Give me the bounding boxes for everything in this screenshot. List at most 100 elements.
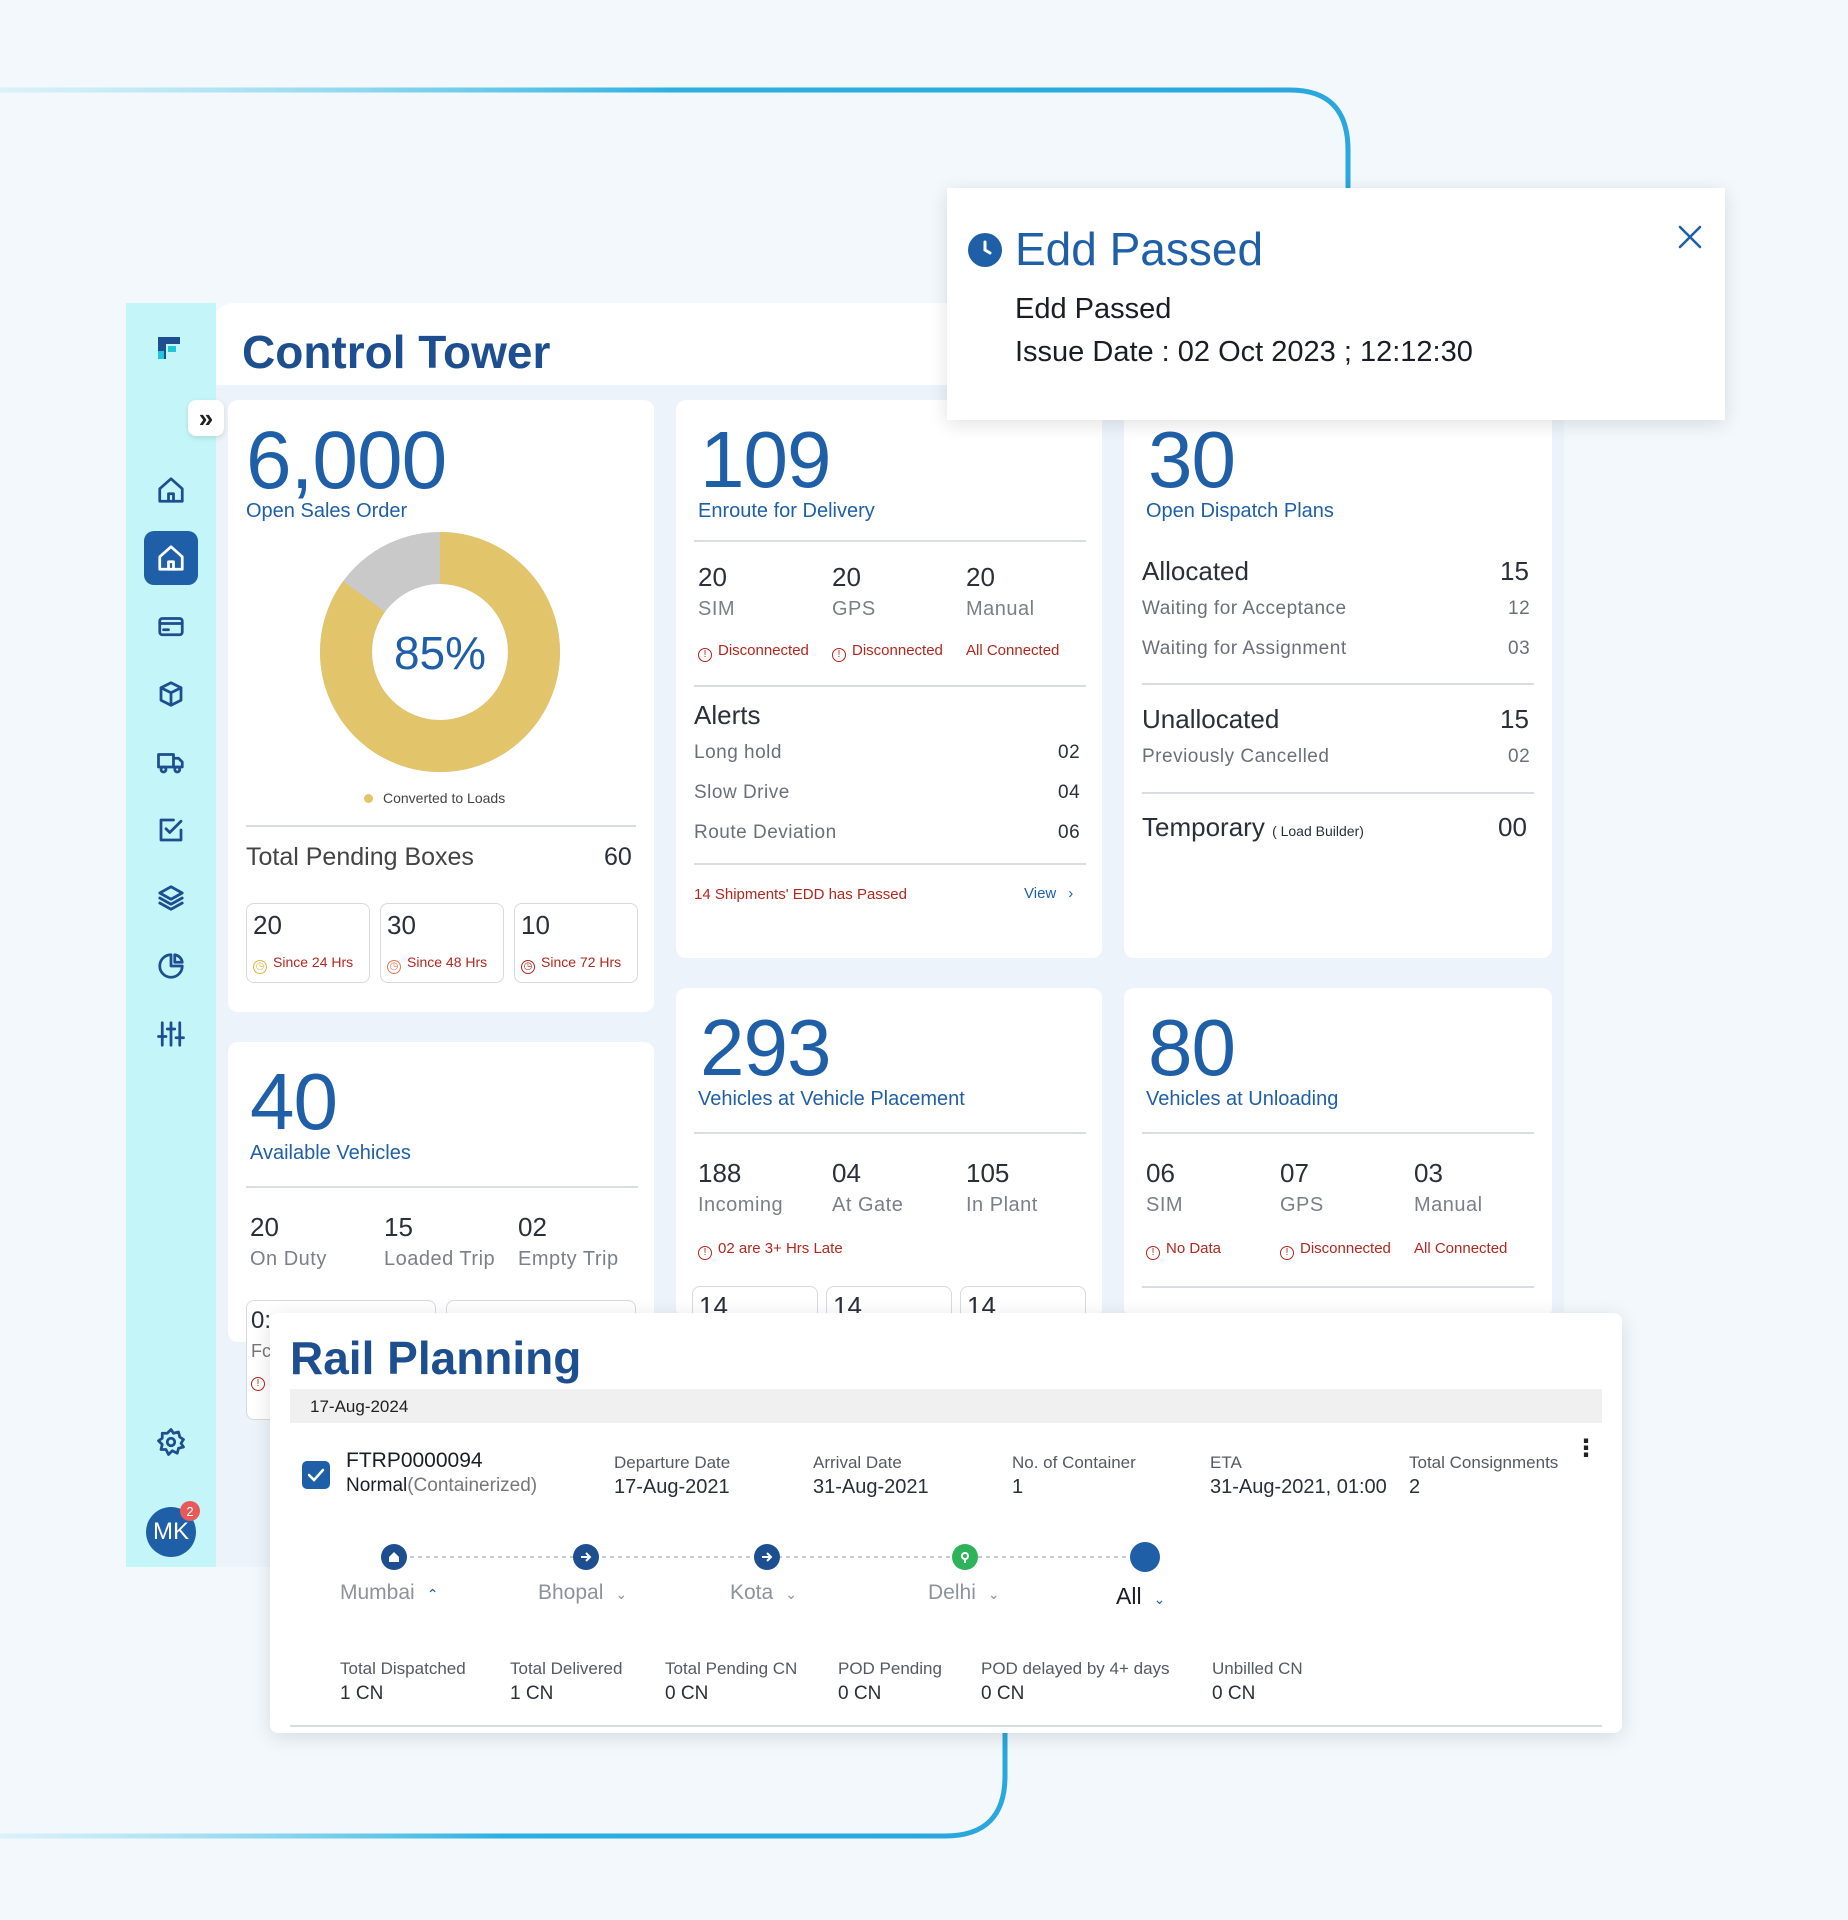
billing-card-icon[interactable]	[144, 599, 198, 653]
stop-mumbai[interactable]: Mumbai ⌃	[340, 1581, 439, 1604]
enroute-card: 109 Enroute for Delivery 20 SIM ! Disconn…	[676, 400, 1102, 958]
pending-boxes-label: Total Pending Boxes	[246, 843, 474, 871]
home-stop-icon[interactable]	[381, 1544, 407, 1570]
waiting-acceptance-value: 12	[1508, 598, 1531, 619]
sliders-icon[interactable]	[144, 1007, 198, 1061]
package-icon[interactable]	[144, 667, 198, 721]
cancelled-label: Previously Cancelled	[1142, 746, 1330, 767]
close-icon[interactable]	[1677, 224, 1703, 250]
sim-label: SIM	[698, 598, 736, 620]
trip-type: Normal(Containerized)	[346, 1475, 538, 1496]
divider	[246, 825, 636, 827]
stop-delhi[interactable]: Delhi ⌄	[928, 1581, 1000, 1604]
pending-box-72h[interactable]: 10 ◷ Since 72 Hrs	[514, 903, 638, 983]
container-label: No. of Container	[1012, 1453, 1136, 1472]
location-pin-stop-icon[interactable]	[952, 1544, 978, 1570]
checklist-icon[interactable]	[144, 803, 198, 857]
chevron-right-icon: ›	[1068, 885, 1074, 902]
box-value: 10	[521, 910, 550, 940]
gps-status: ! Disconnected	[832, 642, 943, 662]
sales-order-card: 6,000 Open Sales Order 85% Converted to …	[228, 400, 654, 1012]
home-icon[interactable]	[144, 463, 198, 517]
incoming-label: Incoming	[698, 1194, 784, 1216]
allocated-label: Allocated	[1142, 556, 1249, 586]
pending-box-24h[interactable]: 20 ◷ Since 24 Hrs	[246, 903, 370, 983]
departure-label: Departure Date	[614, 1453, 731, 1472]
arrow-right-stop-icon[interactable]	[573, 1544, 599, 1570]
manual-status: All Connected	[966, 642, 1060, 659]
stat-value: 1 CN	[340, 1683, 384, 1704]
divider	[246, 1186, 638, 1188]
arrival-label: Arrival Date	[813, 1453, 902, 1472]
gps-label: GPS	[1280, 1194, 1324, 1216]
box-value: 30	[387, 910, 416, 940]
arrival-value: 31-Aug-2021	[813, 1476, 929, 1498]
user-avatar[interactable]: MK	[146, 1507, 196, 1557]
conversion-donut-chart	[320, 532, 560, 772]
pending-boxes-value: 60	[604, 843, 632, 871]
stat-value: 1 CN	[510, 1683, 554, 1704]
stat-value: 0 CN	[838, 1683, 882, 1704]
box-label: ◷ Since 48 Hrs	[387, 954, 487, 974]
clock-icon	[968, 233, 1002, 267]
avatar-initials: MK	[153, 1518, 189, 1545]
alert-slow-drive-value: 04	[1058, 782, 1081, 803]
unloading-count: 80	[1148, 1003, 1236, 1092]
box-label: Fc	[251, 1341, 271, 1361]
trip-id: FTRP0000094	[346, 1449, 483, 1472]
stat-label: POD Pending	[838, 1659, 942, 1678]
stat-label: Total Dispatched	[340, 1659, 466, 1678]
stat-label: Total Delivered	[510, 1659, 623, 1678]
pie-chart-icon[interactable]	[144, 939, 198, 993]
stop-bhopal[interactable]: Bhopal ⌄	[538, 1581, 628, 1604]
stat-label: Total Pending CN	[665, 1659, 798, 1678]
alert-icon: !	[251, 1371, 271, 1391]
trip-checkbox[interactable]	[302, 1461, 330, 1489]
loaded-trip-count: 15	[384, 1212, 413, 1242]
pending-box-48h[interactable]: 30 ◷ Since 48 Hrs	[380, 903, 504, 983]
truck-icon[interactable]	[144, 735, 198, 789]
expand-sidebar-icon[interactable]: »	[188, 400, 224, 436]
sales-order-label: Open Sales Order	[246, 500, 408, 522]
at-gate-label: At Gate	[832, 1194, 904, 1216]
route-line	[394, 1556, 1142, 1558]
stat-value: 0 CN	[981, 1683, 1025, 1704]
chevron-up-icon: ⌃	[426, 1586, 439, 1602]
on-duty-label: On Duty	[250, 1248, 327, 1270]
in-plant-label: In Plant	[966, 1194, 1038, 1216]
stop-all[interactable]: All ⌄	[1116, 1583, 1166, 1609]
view-link[interactable]: View ›	[1024, 885, 1074, 902]
notification-badge: 2	[180, 1501, 200, 1521]
arrow-right-stop-icon[interactable]	[754, 1544, 780, 1570]
settings-gear-icon[interactable]	[144, 1415, 198, 1469]
chevron-down-icon: ⌄	[1153, 1591, 1166, 1607]
conversion-percent: 85%	[393, 627, 487, 679]
layers-icon[interactable]	[144, 871, 198, 925]
edd-passed-note: 14 Shipments' EDD has Passed	[694, 886, 907, 903]
edd-passed-popup: Edd Passed Edd Passed Issue Date : 02 Oc…	[947, 188, 1725, 420]
donut-converted-arc	[320, 532, 560, 772]
available-label: Available Vehicles	[250, 1142, 411, 1164]
on-duty-count: 20	[250, 1212, 279, 1242]
clock-icon: ◷	[253, 960, 267, 974]
control-tower-icon[interactable]	[144, 531, 198, 585]
all-stops-dot[interactable]	[1130, 1542, 1160, 1572]
allocated-value: 15	[1500, 556, 1529, 586]
waiting-acceptance-label: Waiting for Acceptance	[1142, 598, 1347, 619]
alert-slow-drive-label: Slow Drive	[694, 782, 790, 803]
alert-icon: !	[832, 648, 846, 662]
enroute-count: 109	[700, 415, 831, 504]
stat-value: 0 CN	[665, 1683, 709, 1704]
divider	[694, 540, 1086, 542]
box-label: ◷ Since 24 Hrs	[253, 954, 353, 974]
divider	[1142, 683, 1534, 685]
box-value: 20	[253, 910, 282, 940]
legend-dot	[364, 794, 373, 803]
alert-route-deviation-value: 06	[1058, 822, 1081, 843]
unloading-card: 80 Vehicles at Unloading 06 SIM ! No Data…	[1124, 988, 1552, 1318]
page-title: Control Tower	[242, 326, 551, 378]
divider	[694, 863, 1086, 865]
sim-label: SIM	[1146, 1194, 1184, 1216]
alert-route-deviation-label: Route Deviation	[694, 822, 837, 843]
stop-kota[interactable]: Kota ⌄	[730, 1581, 797, 1604]
